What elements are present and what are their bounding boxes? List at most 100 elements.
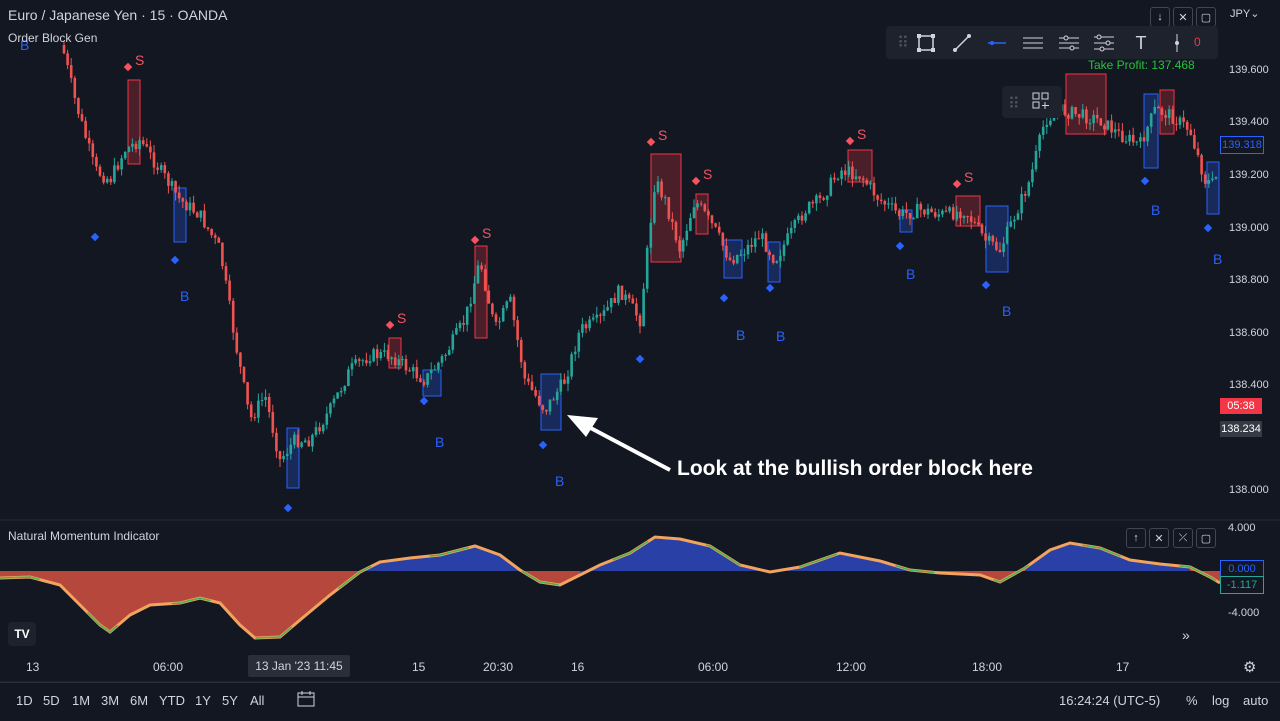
- candle: [645, 247, 649, 289]
- candle: [681, 240, 685, 252]
- range-button-1y[interactable]: 1Y: [195, 693, 211, 708]
- sell-signal-marker: [952, 179, 962, 189]
- range-button-1m[interactable]: 1M: [72, 693, 91, 708]
- candle: [1099, 118, 1103, 126]
- collapse-icon[interactable]: ✕: [1173, 7, 1193, 27]
- collapse-icon[interactable]: ⤫: [1173, 528, 1193, 548]
- momentum-positive-area: [655, 537, 680, 571]
- sell-signal-marker: [123, 62, 133, 72]
- buy-signal-label: B: [1213, 251, 1222, 267]
- momentum-positive-area: [475, 546, 500, 571]
- candle: [1124, 141, 1128, 143]
- candle: [1200, 155, 1203, 175]
- range-button-1d[interactable]: 1D: [16, 693, 33, 708]
- candle: [440, 356, 444, 363]
- close-icon[interactable]: ✕: [1149, 528, 1169, 548]
- candle: [1153, 106, 1157, 114]
- settings-gear-icon[interactable]: ⚙: [1243, 659, 1257, 676]
- candle: [210, 228, 213, 236]
- drag-handle-icon[interactable]: ⠿: [897, 35, 909, 52]
- candle: [134, 143, 138, 150]
- drag-handle-icon[interactable]: ⠿: [1008, 96, 1020, 113]
- candle: [609, 298, 613, 308]
- arrow-up-icon[interactable]: ↑: [1126, 528, 1146, 548]
- scroll-right-icon[interactable]: »: [1182, 627, 1190, 643]
- candle: [163, 165, 167, 174]
- sell-signal-label: S: [482, 225, 491, 241]
- candle: [476, 265, 480, 284]
- buy-signal-label: B: [1151, 202, 1160, 218]
- text-tool-icon[interactable]: T: [1135, 32, 1147, 53]
- candle: [825, 195, 829, 200]
- indicator-label[interactable]: Order Block Gen: [8, 31, 98, 45]
- candle: [347, 369, 350, 387]
- range-button-5y[interactable]: 5Y: [222, 693, 238, 708]
- candle: [217, 237, 221, 243]
- candle: [1027, 182, 1031, 196]
- buy-signal-marker: [283, 503, 293, 513]
- candle: [908, 212, 912, 219]
- candle: [519, 339, 523, 363]
- candle: [415, 367, 419, 379]
- candle: [685, 230, 689, 241]
- candle: [1002, 243, 1005, 253]
- annotation-text: Look at the bullish order block here: [677, 457, 1033, 480]
- candle: [613, 298, 617, 303]
- candle: [512, 296, 516, 321]
- trend-line-icon[interactable]: [949, 30, 975, 56]
- crosshair-time-tag: 13 Jan '23 11:45: [248, 655, 350, 677]
- candle: [383, 350, 386, 352]
- symbol-title[interactable]: Euro / Japanese Yen · 15 · OANDA: [8, 7, 228, 23]
- range-button-6m[interactable]: 6M: [130, 693, 149, 708]
- candle: [73, 78, 77, 98]
- momentum-positive-area: [1100, 548, 1130, 571]
- candle: [159, 165, 163, 170]
- candle: [743, 254, 746, 256]
- price-axis-label: 139.400: [1229, 116, 1269, 128]
- buy-signal-marker: [635, 354, 645, 364]
- date-range-icon[interactable]: [297, 691, 315, 707]
- range-button-3m[interactable]: 3M: [101, 693, 120, 708]
- maximize-icon[interactable]: ▢: [1196, 7, 1216, 27]
- candle: [1081, 109, 1085, 118]
- add-object-icon[interactable]: [1032, 92, 1050, 115]
- candle: [563, 379, 566, 384]
- candle: [671, 218, 674, 223]
- candle: [631, 298, 635, 304]
- parallel-lines-icon[interactable]: [1020, 30, 1046, 56]
- time-axis-label: 06:00: [698, 660, 729, 674]
- candle: [433, 369, 437, 371]
- filter-lines-icon[interactable]: [1091, 30, 1117, 56]
- tradingview-logo[interactable]: TV: [8, 622, 36, 646]
- candle: [757, 238, 761, 240]
- sell-signal-label: S: [857, 126, 866, 142]
- candle: [141, 140, 145, 145]
- candle: [109, 178, 113, 183]
- vertical-line-icon[interactable]: [1164, 30, 1190, 56]
- bullish-order-block: [723, 239, 743, 279]
- maximize-icon[interactable]: ▢: [1196, 528, 1216, 548]
- log-toggle[interactable]: log: [1212, 693, 1230, 708]
- candle: [692, 207, 696, 218]
- candle: [973, 221, 977, 223]
- momentum-signal-line: [0, 536, 1221, 639]
- momentum-indicator-label[interactable]: Natural Momentum Indicator: [8, 529, 160, 543]
- clock-timezone[interactable]: 16:24:24 (UTC-5): [1059, 693, 1161, 708]
- candle: [638, 315, 642, 327]
- range-button-ytd[interactable]: YTD: [159, 693, 185, 708]
- arrow-down-icon[interactable]: ↓: [1150, 7, 1170, 27]
- candle: [181, 198, 185, 202]
- range-button-5d[interactable]: 5D: [43, 693, 60, 708]
- buy-signal-marker: [981, 280, 991, 290]
- settings-lines-icon[interactable]: [1056, 30, 1082, 56]
- auto-toggle[interactable]: auto: [1243, 693, 1269, 708]
- currency-selector[interactable]: JPY⌄: [1230, 8, 1260, 20]
- horizontal-ray-icon[interactable]: [984, 30, 1010, 56]
- candle: [1092, 114, 1095, 124]
- rectangle-tool-icon[interactable]: [913, 30, 939, 56]
- percent-toggle[interactable]: %: [1186, 693, 1198, 708]
- buy-signal-label: B: [435, 434, 444, 450]
- range-button-all[interactable]: All: [250, 693, 265, 708]
- candle: [246, 382, 249, 405]
